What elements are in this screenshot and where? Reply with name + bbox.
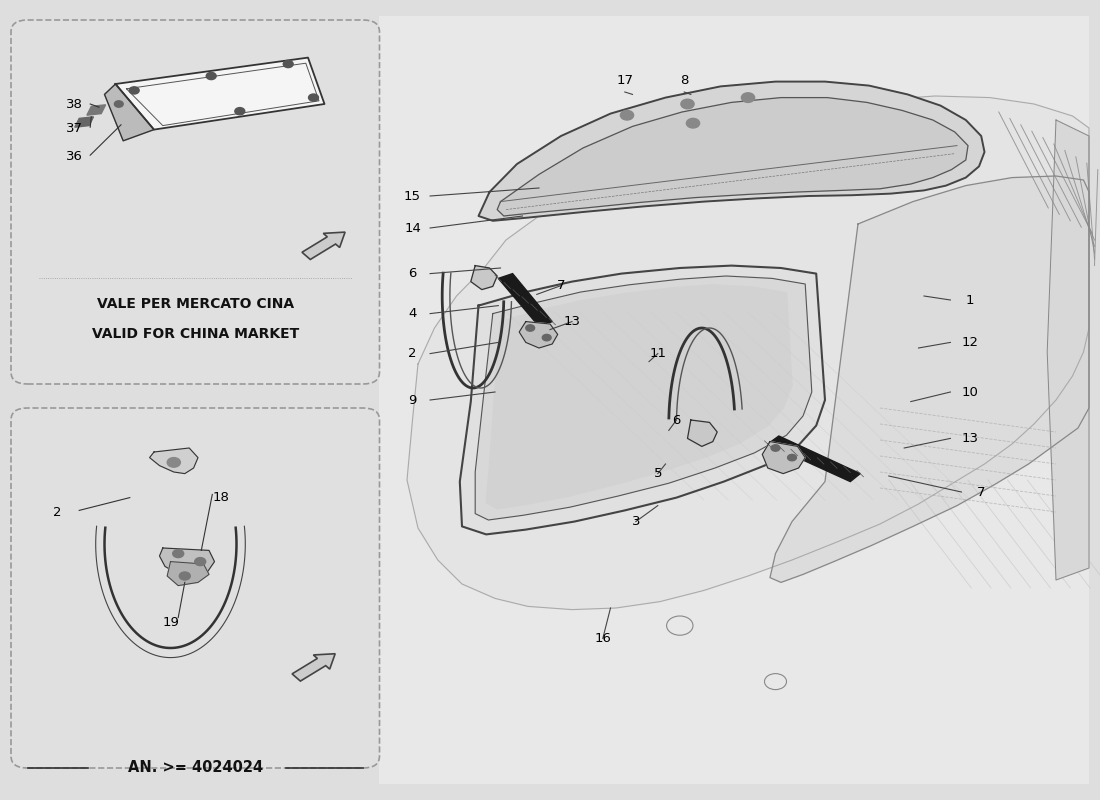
Polygon shape xyxy=(471,266,497,290)
Polygon shape xyxy=(497,98,968,216)
Circle shape xyxy=(284,60,293,68)
Polygon shape xyxy=(478,82,984,221)
Circle shape xyxy=(207,72,216,80)
Text: VALE PER MERCATO CINA: VALE PER MERCATO CINA xyxy=(97,297,294,311)
Polygon shape xyxy=(688,420,717,446)
Polygon shape xyxy=(460,266,825,534)
Polygon shape xyxy=(498,274,552,326)
Circle shape xyxy=(114,101,123,107)
Polygon shape xyxy=(302,232,345,259)
Polygon shape xyxy=(762,442,805,474)
Polygon shape xyxy=(407,96,1089,610)
Polygon shape xyxy=(160,548,215,578)
Text: 7: 7 xyxy=(557,279,565,292)
Text: VALID FOR CHINA MARKET: VALID FOR CHINA MARKET xyxy=(91,326,299,341)
Text: 10: 10 xyxy=(961,386,979,398)
Circle shape xyxy=(526,325,535,331)
Circle shape xyxy=(235,108,244,115)
Circle shape xyxy=(130,86,139,94)
Polygon shape xyxy=(75,117,94,127)
Text: 12: 12 xyxy=(961,336,979,349)
Text: 5: 5 xyxy=(653,467,662,480)
Circle shape xyxy=(173,550,184,558)
Text: 3: 3 xyxy=(631,515,640,528)
FancyBboxPatch shape xyxy=(11,408,379,768)
Text: 6: 6 xyxy=(672,414,681,426)
Polygon shape xyxy=(519,322,558,348)
Text: 17: 17 xyxy=(616,74,634,86)
Circle shape xyxy=(167,458,180,467)
Polygon shape xyxy=(87,105,106,115)
Polygon shape xyxy=(104,84,154,141)
Text: 19: 19 xyxy=(163,616,179,629)
Polygon shape xyxy=(768,436,860,482)
Text: 37: 37 xyxy=(66,122,82,134)
Polygon shape xyxy=(116,58,324,130)
FancyBboxPatch shape xyxy=(379,16,1089,784)
Text: 7: 7 xyxy=(977,486,986,498)
Text: 2: 2 xyxy=(408,347,417,360)
Circle shape xyxy=(179,572,190,580)
Polygon shape xyxy=(167,562,209,586)
Polygon shape xyxy=(486,285,792,509)
Circle shape xyxy=(308,94,319,102)
Circle shape xyxy=(620,110,634,120)
Circle shape xyxy=(195,558,206,566)
Circle shape xyxy=(686,118,700,128)
Polygon shape xyxy=(770,176,1089,582)
Text: 9: 9 xyxy=(408,394,417,406)
Text: 8: 8 xyxy=(680,74,689,86)
Text: 38: 38 xyxy=(66,98,82,110)
Polygon shape xyxy=(475,276,812,520)
Text: 36: 36 xyxy=(66,150,82,162)
Polygon shape xyxy=(293,654,336,681)
Polygon shape xyxy=(150,448,198,474)
Text: AN. >= 4024024: AN. >= 4024024 xyxy=(128,761,263,775)
Circle shape xyxy=(788,454,796,461)
Circle shape xyxy=(741,93,755,102)
Text: 2: 2 xyxy=(53,506,62,518)
Text: 18: 18 xyxy=(212,491,229,504)
Circle shape xyxy=(542,334,551,341)
Text: 16: 16 xyxy=(594,632,612,645)
Text: 6: 6 xyxy=(408,267,417,280)
Polygon shape xyxy=(1047,120,1089,580)
Text: 4: 4 xyxy=(408,307,417,320)
Circle shape xyxy=(681,99,694,109)
Text: 13: 13 xyxy=(961,432,979,445)
Text: 11: 11 xyxy=(649,347,667,360)
Text: 13: 13 xyxy=(563,315,581,328)
Circle shape xyxy=(771,445,780,451)
Text: 14: 14 xyxy=(404,222,421,234)
FancyBboxPatch shape xyxy=(11,20,379,384)
Text: 1: 1 xyxy=(966,294,975,306)
Text: 15: 15 xyxy=(404,190,421,202)
